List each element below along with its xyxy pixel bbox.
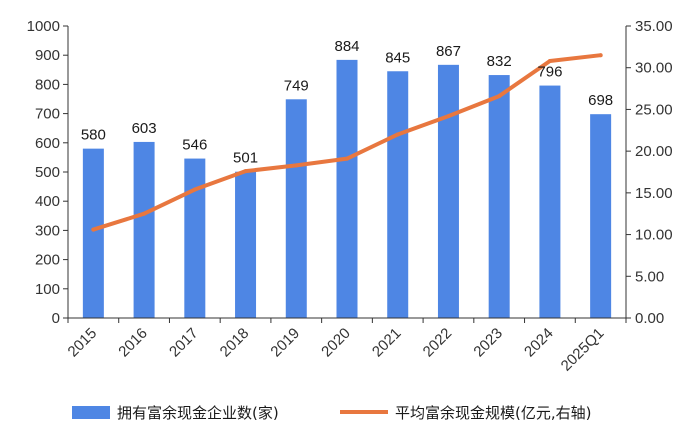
y-left-tick-label: 200	[35, 252, 60, 269]
x-tick-label: 2024	[521, 325, 557, 361]
bar-data-label: 832	[487, 53, 512, 70]
bar-data-label: 884	[334, 38, 359, 55]
y-right-tick-label: 5.00	[635, 268, 664, 285]
x-tick-label: 2019	[267, 325, 303, 361]
x-tick-label: 2020	[318, 325, 354, 361]
line-point-2018	[243, 169, 248, 174]
legend: 拥有富余现金企业数(家) 平均富余现金规模(亿元,右轴)	[72, 404, 591, 422]
y-left-tick-label: 1000	[27, 18, 60, 35]
x-tick-label: 2021	[369, 325, 405, 361]
x-tick-label: 2015	[65, 325, 101, 361]
line-point-2016	[142, 211, 147, 216]
line-point-2025Q1	[598, 53, 603, 58]
bar-2025Q1	[590, 114, 612, 319]
bar-data-label: 845	[385, 49, 410, 66]
bar-data-label: 501	[233, 150, 258, 167]
legend-bar-swatch	[72, 406, 110, 419]
bar-data-label: 698	[588, 92, 613, 109]
bar-data-label: 796	[537, 64, 562, 81]
bar-2020	[336, 59, 358, 318]
y-right-tick-label: 15.00	[635, 185, 673, 202]
x-tick-label: 2022	[420, 325, 456, 361]
x-tick-label: 2016	[115, 325, 151, 361]
line-point-2022	[446, 114, 451, 119]
bar-2015	[82, 148, 104, 318]
bar-data-label: 867	[436, 43, 461, 60]
plot-area: 0 100 200 300 400 500 600 700 800 900 1000 0.00 5.00…	[27, 18, 673, 375]
y-left-tick-label: 400	[35, 193, 60, 210]
y-right-tick-label: 10.00	[635, 227, 673, 244]
y-right-tick-label: 20.00	[635, 143, 673, 160]
y-left-tick-label: 800	[35, 76, 60, 93]
x-tick-label: 2018	[217, 325, 253, 361]
bar-2024	[539, 85, 561, 319]
y-left-tick-label: 500	[35, 164, 60, 181]
y-right-tick-label: 0.00	[635, 310, 664, 327]
line-point-2024	[547, 59, 552, 64]
y-left-tick-label: 900	[35, 47, 60, 64]
x-tick-label: 2017	[166, 325, 202, 361]
bar-2021	[387, 71, 409, 318]
bar-2018	[235, 171, 257, 318]
y-right-tick-label: 30.00	[635, 60, 673, 77]
bar-data-label: 546	[182, 137, 207, 154]
y-left-tick-label: 300	[35, 222, 60, 239]
line-point-2023	[497, 94, 502, 99]
y-left-tick-label: 700	[35, 106, 60, 123]
legend-bar-label: 拥有富余现金企业数(家)	[117, 404, 279, 422]
y-left-tick-label: 600	[35, 135, 60, 152]
line-point-2017	[192, 187, 197, 192]
bar-data-label: 580	[81, 127, 106, 144]
y-left-tick-label: 100	[35, 281, 60, 298]
bar-2022	[437, 64, 459, 318]
bar-data-label: 749	[284, 77, 309, 94]
line-point-2020	[345, 156, 349, 161]
bar-2017	[184, 158, 206, 318]
bar-data-label: 603	[132, 120, 157, 137]
line-point-2021	[395, 132, 400, 137]
line-point-2015	[91, 227, 96, 232]
line-point-2019	[294, 163, 299, 168]
y-left-tick-label: 0	[52, 310, 60, 327]
bar-2023	[488, 75, 510, 318]
y-right-tick-label: 35.00	[635, 18, 673, 35]
y-right-tick-label: 25.00	[635, 101, 673, 118]
legend-line-label: 平均富余现金规模(亿元,右轴)	[395, 404, 591, 422]
bar-2019	[285, 99, 307, 319]
bar-2016	[133, 141, 155, 318]
x-tick-label: 2025Q1	[558, 325, 608, 375]
x-tick-label: 2023	[470, 325, 506, 361]
